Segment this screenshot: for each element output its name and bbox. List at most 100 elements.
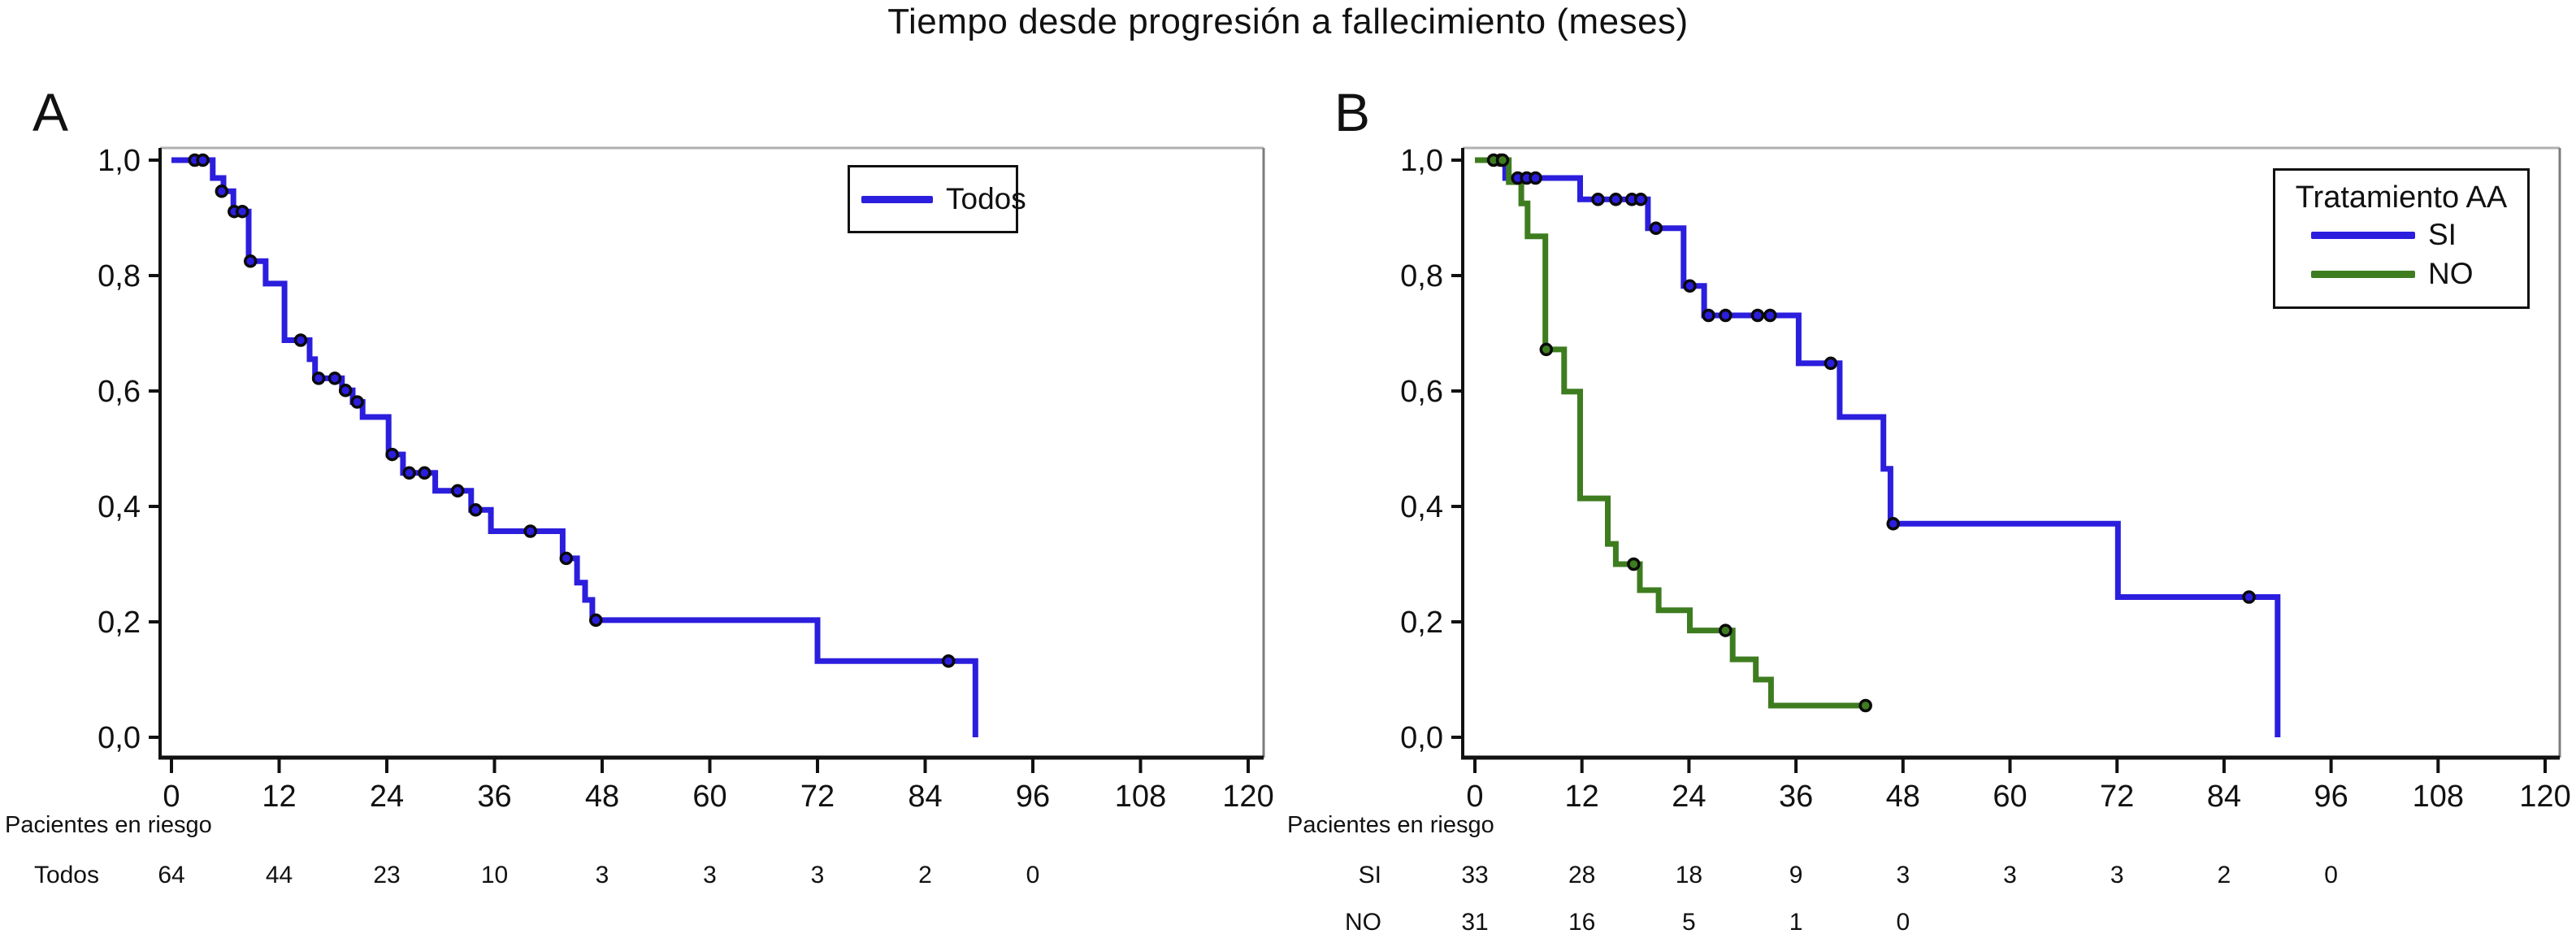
legend-line-no [2311, 270, 2415, 278]
risk-row-value: 3 [1896, 862, 1910, 888]
censor-mark-si [1886, 517, 1900, 531]
censor-mark-si [1824, 356, 1838, 371]
risk-row-value: 31 [1461, 909, 1488, 936]
y-tick-label: 0,6 [98, 375, 141, 409]
censor-mark-si [2242, 590, 2256, 604]
x-tick-label: 96 [1016, 780, 1050, 814]
risk-row-value: 44 [266, 862, 293, 888]
risk-row-value: 18 [1676, 862, 1702, 888]
censor-mark-todos [196, 153, 210, 167]
y-tick-label: 0,2 [1400, 606, 1443, 640]
censor-mark-todos [523, 524, 537, 538]
y-tick-label: 0,0 [98, 721, 141, 755]
risk-row-value: 3 [2110, 862, 2124, 888]
censor-mark-todos [450, 484, 465, 498]
censor-mark-todos [418, 466, 432, 480]
risk-table-heading: Pacientes en riesgo [5, 812, 212, 838]
risk-row-label: SI [1359, 862, 1381, 888]
y-tick-label: 0,4 [1400, 490, 1443, 524]
censor-mark-todos [215, 185, 229, 198]
legend-title-tratamiento: Tratamiento AA [2295, 180, 2508, 215]
risk-table-heading: Pacientes en riesgo [1287, 812, 1494, 838]
x-tick-label: 60 [1993, 780, 2027, 814]
censor-mark-no [1539, 342, 1554, 357]
legend-label-si: SI [2428, 218, 2457, 251]
censor-mark-si [1633, 193, 1648, 206]
x-tick-label: 0 [1466, 780, 1483, 814]
risk-row-value: 3 [2003, 862, 2017, 888]
risk-row-value: 0 [1026, 862, 1040, 888]
y-tick-label: 0,8 [98, 259, 141, 293]
y-tick-label: 0,2 [98, 606, 141, 640]
x-tick-label: 60 [692, 780, 726, 814]
x-tick-label: 12 [1565, 780, 1599, 814]
legend-line-todos [861, 195, 933, 203]
censor-mark-todos [338, 384, 353, 397]
risk-row-label: NO [1345, 909, 1381, 936]
censor-mark-no [1495, 153, 1510, 167]
censor-mark-todos [589, 613, 603, 628]
risk-row-value: 2 [2218, 862, 2231, 888]
censor-mark-todos [311, 371, 326, 385]
censor-mark-no [1858, 698, 1872, 713]
risk-row-value: 3 [596, 862, 609, 888]
x-tick-label: 108 [1115, 780, 1166, 814]
risk-row-value: 16 [1568, 909, 1595, 936]
x-tick-label: 48 [1886, 780, 1920, 814]
legend-panel-b: Tratamiento AA SI NO [2273, 168, 2530, 309]
censor-mark-todos [559, 551, 574, 566]
risk-row-value: 0 [2324, 862, 2338, 888]
censor-mark-todos [293, 333, 308, 347]
x-tick-label: 36 [1779, 780, 1813, 814]
y-tick-label: 1,0 [1400, 144, 1443, 178]
legend-label-todos: Todos [946, 182, 1026, 215]
legend-row-no: NO [2275, 254, 2527, 293]
censor-mark-todos [350, 395, 364, 409]
censor-mark-no [1627, 557, 1641, 571]
censor-mark-todos [385, 447, 399, 462]
km-curve-todos [171, 157, 978, 737]
censor-mark-todos [469, 503, 483, 517]
risk-row-label: Todos [34, 862, 99, 888]
risk-table-a: Pacientes en riesgo Todos 64 44 23 10 3 3 3 2 0 [5, 812, 1039, 888]
panel-b-label: B [1334, 82, 1371, 142]
legend-row-si: SI [2275, 215, 2527, 254]
legend-label-no: NO [2428, 257, 2474, 290]
risk-row-value: 2 [918, 862, 932, 888]
figure-title: Tiempo desde progresión a fallecimiento … [887, 2, 1689, 41]
censor-mark-todos [941, 654, 956, 668]
y-tick-label: 0,8 [1400, 259, 1443, 293]
x-tick-label: 84 [908, 780, 942, 814]
censor-mark-si [1763, 308, 1777, 323]
risk-row-value: 1 [1789, 909, 1803, 936]
censor-mark-si [1683, 279, 1697, 293]
censor-mark-todos [235, 204, 249, 219]
censor-mark-si [1719, 308, 1733, 323]
censor-mark-todos [327, 371, 342, 385]
km-curve-no [1475, 157, 1866, 709]
censor-mark-todos [402, 466, 416, 480]
y-tick-label: 1,0 [98, 144, 141, 178]
x-tick-label: 48 [585, 780, 619, 814]
x-tick-label: 120 [2519, 780, 2570, 814]
censor-mark-no [1719, 623, 1733, 637]
y-tick-label: 0,6 [1400, 375, 1443, 409]
risk-row-value: 23 [373, 862, 400, 888]
risk-row-value: 5 [1682, 909, 1696, 936]
x-tick-label: 12 [262, 780, 296, 814]
censor-mark-si [1649, 221, 1663, 236]
x-tick-label: 84 [2207, 780, 2241, 814]
risk-row-value: 0 [1896, 909, 1910, 936]
censor-mark-si [1529, 171, 1542, 185]
y-tick-label: 0,4 [98, 490, 141, 524]
panel-b-plot: 0,0 0,2 0,4 0,6 0,8 1,0 0 12 24 36 48 60 72 84 96 108 12… [1400, 144, 2571, 814]
x-tick-label: 120 [1222, 780, 1273, 814]
risk-row-value: 10 [481, 862, 508, 888]
x-tick-label: 24 [1672, 780, 1706, 814]
risk-row-value: 3 [703, 862, 717, 888]
censor-mark-si [1591, 193, 1605, 206]
x-tick-label: 36 [477, 780, 511, 814]
